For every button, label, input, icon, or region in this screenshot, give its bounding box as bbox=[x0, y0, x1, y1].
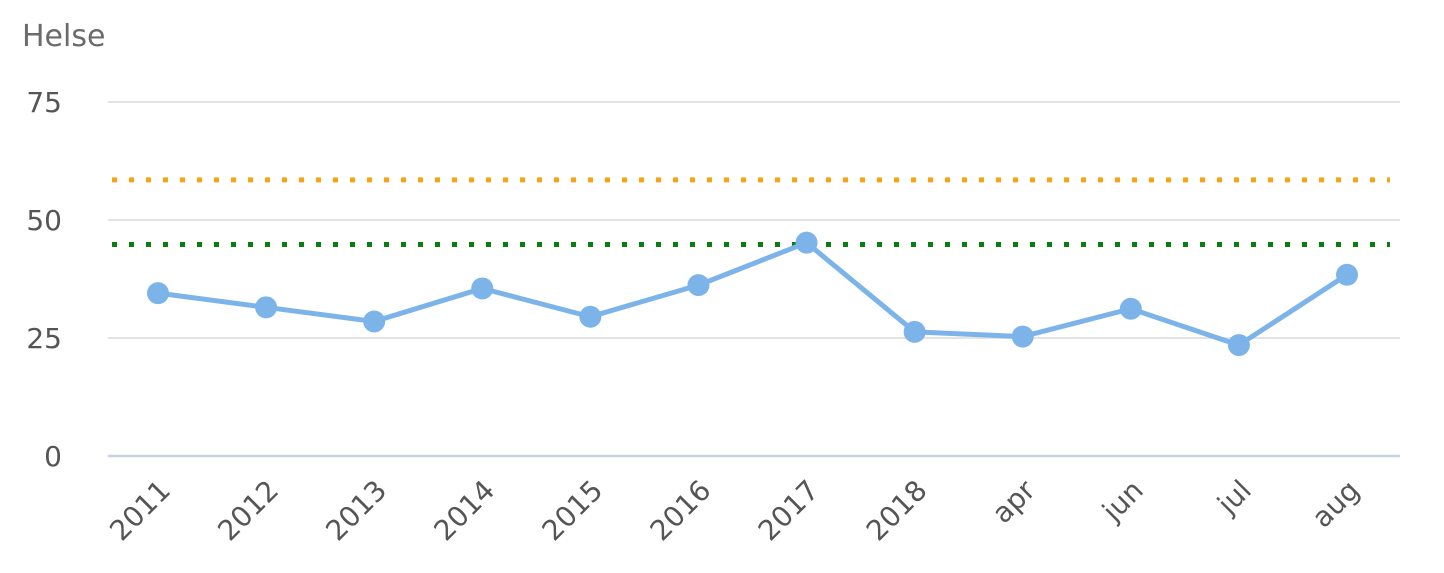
x-tick-label: 2014 bbox=[427, 474, 501, 548]
x-tick-label: apr bbox=[985, 473, 1042, 530]
x-tick-label: 2012 bbox=[211, 474, 285, 548]
x-tick-label: 2017 bbox=[752, 474, 826, 548]
data-point[interactable] bbox=[363, 310, 386, 333]
gridlines bbox=[108, 101, 1400, 458]
data-point[interactable] bbox=[1227, 334, 1250, 357]
data-point[interactable] bbox=[1336, 263, 1358, 286]
x-tick-label: jul bbox=[1210, 474, 1258, 522]
x-tick-label: 2018 bbox=[860, 474, 934, 548]
series bbox=[147, 231, 1358, 357]
y-axis-ticks: 0 25 50 75 bbox=[26, 86, 62, 473]
data-point[interactable] bbox=[1011, 325, 1034, 348]
y-tick-label: 75 bbox=[26, 86, 62, 119]
y-tick-label: 50 bbox=[26, 204, 62, 237]
x-tick-label: aug bbox=[1305, 474, 1366, 535]
data-point[interactable] bbox=[147, 282, 169, 305]
data-point[interactable] bbox=[255, 296, 278, 319]
y-tick-label: 25 bbox=[26, 322, 62, 355]
x-tick-label: 2015 bbox=[536, 474, 610, 548]
x-tick-label: 2016 bbox=[644, 474, 718, 548]
x-tick-label: jun bbox=[1095, 474, 1150, 529]
y-tick-label: 0 bbox=[44, 440, 62, 473]
series-line bbox=[155, 240, 1350, 348]
x-tick-label: 2013 bbox=[319, 474, 393, 548]
data-point[interactable] bbox=[471, 277, 494, 300]
x-axis-ticks: 2011 2012 2013 2014 2015 2016 2017 2018 apr jun ju… bbox=[103, 473, 1366, 547]
reference-lines bbox=[112, 177, 1390, 248]
x-tick-label: 2011 bbox=[103, 474, 177, 548]
data-point[interactable] bbox=[1119, 297, 1142, 320]
data-point[interactable] bbox=[795, 231, 818, 254]
data-point[interactable] bbox=[687, 274, 710, 297]
data-point[interactable] bbox=[579, 305, 602, 328]
chart-title: Helse bbox=[22, 19, 105, 54]
data-point[interactable] bbox=[903, 320, 926, 343]
